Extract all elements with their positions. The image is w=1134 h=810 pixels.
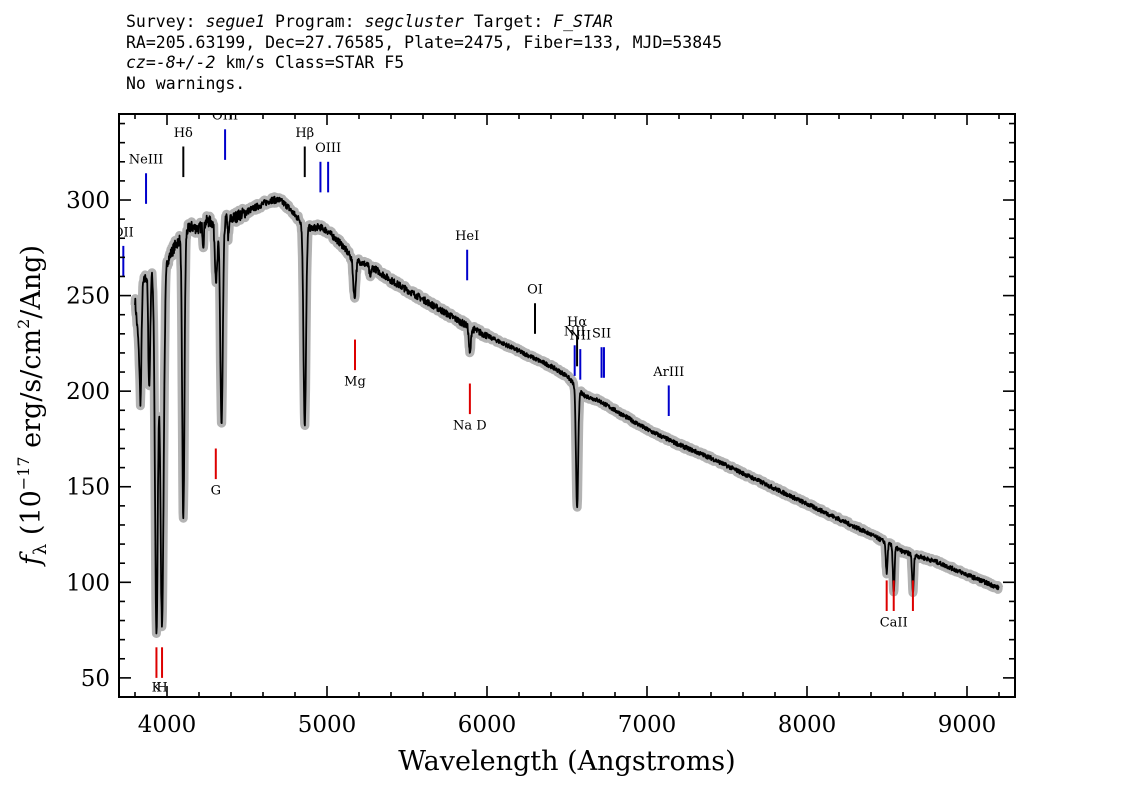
target-label: Target:	[463, 12, 554, 31]
line-marker-label: OII	[113, 225, 134, 240]
y-title-open: (10	[16, 490, 47, 543]
line-marker-label: H	[156, 680, 167, 695]
y-title-exp: −17	[14, 456, 33, 490]
program-value: segcluster	[364, 12, 464, 31]
line-marker-label: Na D	[453, 418, 487, 433]
cz-value: -8+/-2	[155, 53, 216, 72]
line-marker-label: OIII	[315, 141, 341, 156]
line-marker-label: ArIII	[652, 365, 684, 380]
axes: 4000 5000 6000 7000 8000 9000 50 100 150 200 250 30…	[66, 114, 1015, 738]
survey-label: Survey:	[126, 12, 206, 31]
plot-frame	[118, 113, 1016, 698]
x-tick-label: 9000	[938, 712, 997, 738]
line-marker-label: G	[211, 483, 221, 498]
header-line-4: No warnings.	[126, 73, 246, 93]
y-title-close: /Ang)	[16, 245, 47, 319]
y-tick-label: 200	[66, 379, 110, 405]
error-band	[130, 192, 1004, 638]
y-tick-label: 50	[81, 666, 110, 692]
program-label: Program:	[265, 12, 365, 31]
x-tick-label: 8000	[778, 712, 837, 738]
y-title-exp2: 2	[14, 319, 33, 329]
line-marker-label: NII	[569, 329, 591, 344]
target-value: F_STAR	[553, 12, 613, 31]
line-marker-label: K	[152, 680, 162, 695]
cz-rest: km/s Class=STAR F5	[215, 53, 405, 72]
line-marker-label: NeIII	[129, 153, 163, 168]
x-tick-label: 5000	[298, 712, 357, 738]
y-tick-label: 100	[66, 570, 110, 596]
y-title-sub: λ	[30, 544, 51, 555]
plot-header: Survey: segue1 Program: segcluster Targe…	[126, 12, 722, 94]
line-marker-label: SII	[592, 327, 611, 342]
y-tick-label: 150	[66, 475, 110, 501]
line-marker-label: NII	[564, 325, 586, 340]
header-line-2: RA=205.63199, Dec=27.76585, Plate=2475, …	[126, 32, 723, 52]
spectrum-line	[134, 195, 1000, 635]
y-tick-label: 300	[66, 188, 110, 214]
y-tick-label: 250	[66, 284, 110, 310]
line-marker-label: OIII	[212, 109, 238, 124]
line-marker-label: Hδ	[174, 126, 193, 141]
y-title-unit: erg/s/cm	[16, 329, 47, 457]
x-tick-label: 7000	[618, 712, 677, 738]
header-line-1: Survey: segue1 Program: segcluster Targe…	[126, 12, 722, 33]
x-axis-title: Wavelength (Angstroms)	[398, 746, 735, 777]
header-line-3: cz=-8+/-2 km/s Class=STAR F5	[126, 53, 722, 74]
survey-value: segue1	[205, 12, 266, 31]
x-tick-label: 6000	[458, 712, 517, 738]
line-marker-label: Hβ	[295, 126, 314, 141]
line-marker-label: OI	[527, 283, 543, 298]
line-marker-label: Mg	[344, 374, 366, 389]
x-tick-label: 4000	[138, 712, 197, 738]
line-marker-label: CaII	[880, 615, 908, 630]
line-marker-label: HeI	[455, 229, 479, 244]
y-axis-title: fλ (10−17 erg/s/cm2/Ang)	[14, 245, 51, 567]
y-title-f: f	[16, 551, 47, 567]
line-marker-label: Hα	[567, 315, 587, 330]
cz-label: cz=	[126, 53, 156, 72]
